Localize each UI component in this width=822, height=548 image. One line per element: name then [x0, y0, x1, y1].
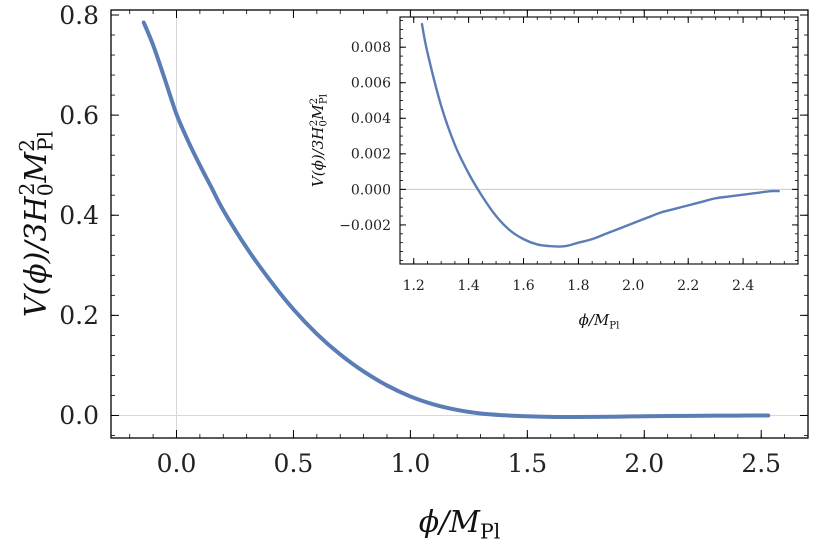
- y-tick-label: 0.6: [59, 101, 99, 130]
- x-tick-label: 1.2: [403, 278, 425, 294]
- y-tick-label: 0.4: [59, 201, 99, 230]
- y-axis-title-main: V(ϕ)/3H: [19, 195, 54, 317]
- x-tick-label: 2.4: [732, 278, 754, 294]
- y-tick-label: 0.2: [59, 301, 99, 330]
- main-chart: 0.0 0.5 1.0 1.5 2.0 2.50.00.20.40.60.8ϕ/MPlV(…: [15, 1, 809, 544]
- y-tick-label: −0.002: [339, 218, 391, 234]
- y-axis-title-sup2: 2: [309, 98, 320, 104]
- series-line: [420, 22, 780, 248]
- x-tick-label: 0.5: [274, 449, 314, 478]
- y-tick-label: 0.004: [351, 111, 391, 127]
- x-tick-label: 1.5: [507, 449, 547, 478]
- y-axis-title-sup: 2: [309, 120, 320, 126]
- y-axis-title-subpl: Pl: [318, 94, 329, 104]
- y-axis-title-m: M: [19, 151, 54, 184]
- y-axis-title-sub0: 0: [318, 120, 329, 126]
- x-axis-title-sub: Pl: [480, 520, 500, 544]
- x-tick-label: 2.5: [741, 449, 781, 478]
- x-axis-title-sub: Pl: [609, 320, 619, 331]
- x-tick-label: 0.0: [157, 449, 197, 478]
- y-tick-label: 0.008: [351, 40, 391, 56]
- y-tick-label: 0.002: [351, 147, 391, 163]
- y-axis-title-sub0: 0: [34, 183, 58, 196]
- y-axis-title-sup: 2: [15, 183, 39, 196]
- x-tick-label: 1.6: [512, 278, 534, 294]
- x-tick-label: 1.8: [567, 278, 589, 294]
- plot-frame: [399, 16, 799, 265]
- y-tick-label: 0.8: [59, 1, 99, 30]
- y-axis-title-m: M: [309, 104, 327, 121]
- x-axis-title: ϕ/MPl: [579, 311, 620, 331]
- x-axis-title-main: ϕ/M: [419, 505, 482, 540]
- plot-frame: [110, 9, 809, 439]
- y-tick-label: 0.000: [351, 182, 391, 198]
- inset-chart: 1.2 1.4 1.6 1.8 2.0 2.2 2.4 0.008 0.006 0.004 0.00…: [309, 16, 799, 331]
- x-axis-title: ϕ/MPl: [419, 505, 501, 544]
- y-tick-label: 0.0: [59, 401, 99, 430]
- y-axis-title-subpl: Pl: [34, 131, 58, 151]
- y-axis-title: V(ϕ)/3H02M2Pl: [309, 94, 329, 187]
- x-tick-label: 2.0: [624, 449, 664, 478]
- x-tick-label: 2.2: [677, 278, 699, 294]
- series-line: [141, 20, 771, 420]
- y-axis-title-main: V(ϕ)/3H: [309, 126, 327, 187]
- x-axis-title-main: ϕ/M: [579, 311, 610, 329]
- x-tick-label: 1.4: [457, 278, 479, 294]
- y-axis-title-sup2: 2: [15, 139, 39, 152]
- inset-background: [400, 17, 798, 264]
- y-tick-label: 0.006: [351, 76, 391, 92]
- x-tick-label: 1.0: [390, 449, 430, 478]
- x-tick-label: 2.0: [622, 278, 644, 294]
- y-axis-title: V(ϕ)/3H02M2Pl: [15, 131, 58, 317]
